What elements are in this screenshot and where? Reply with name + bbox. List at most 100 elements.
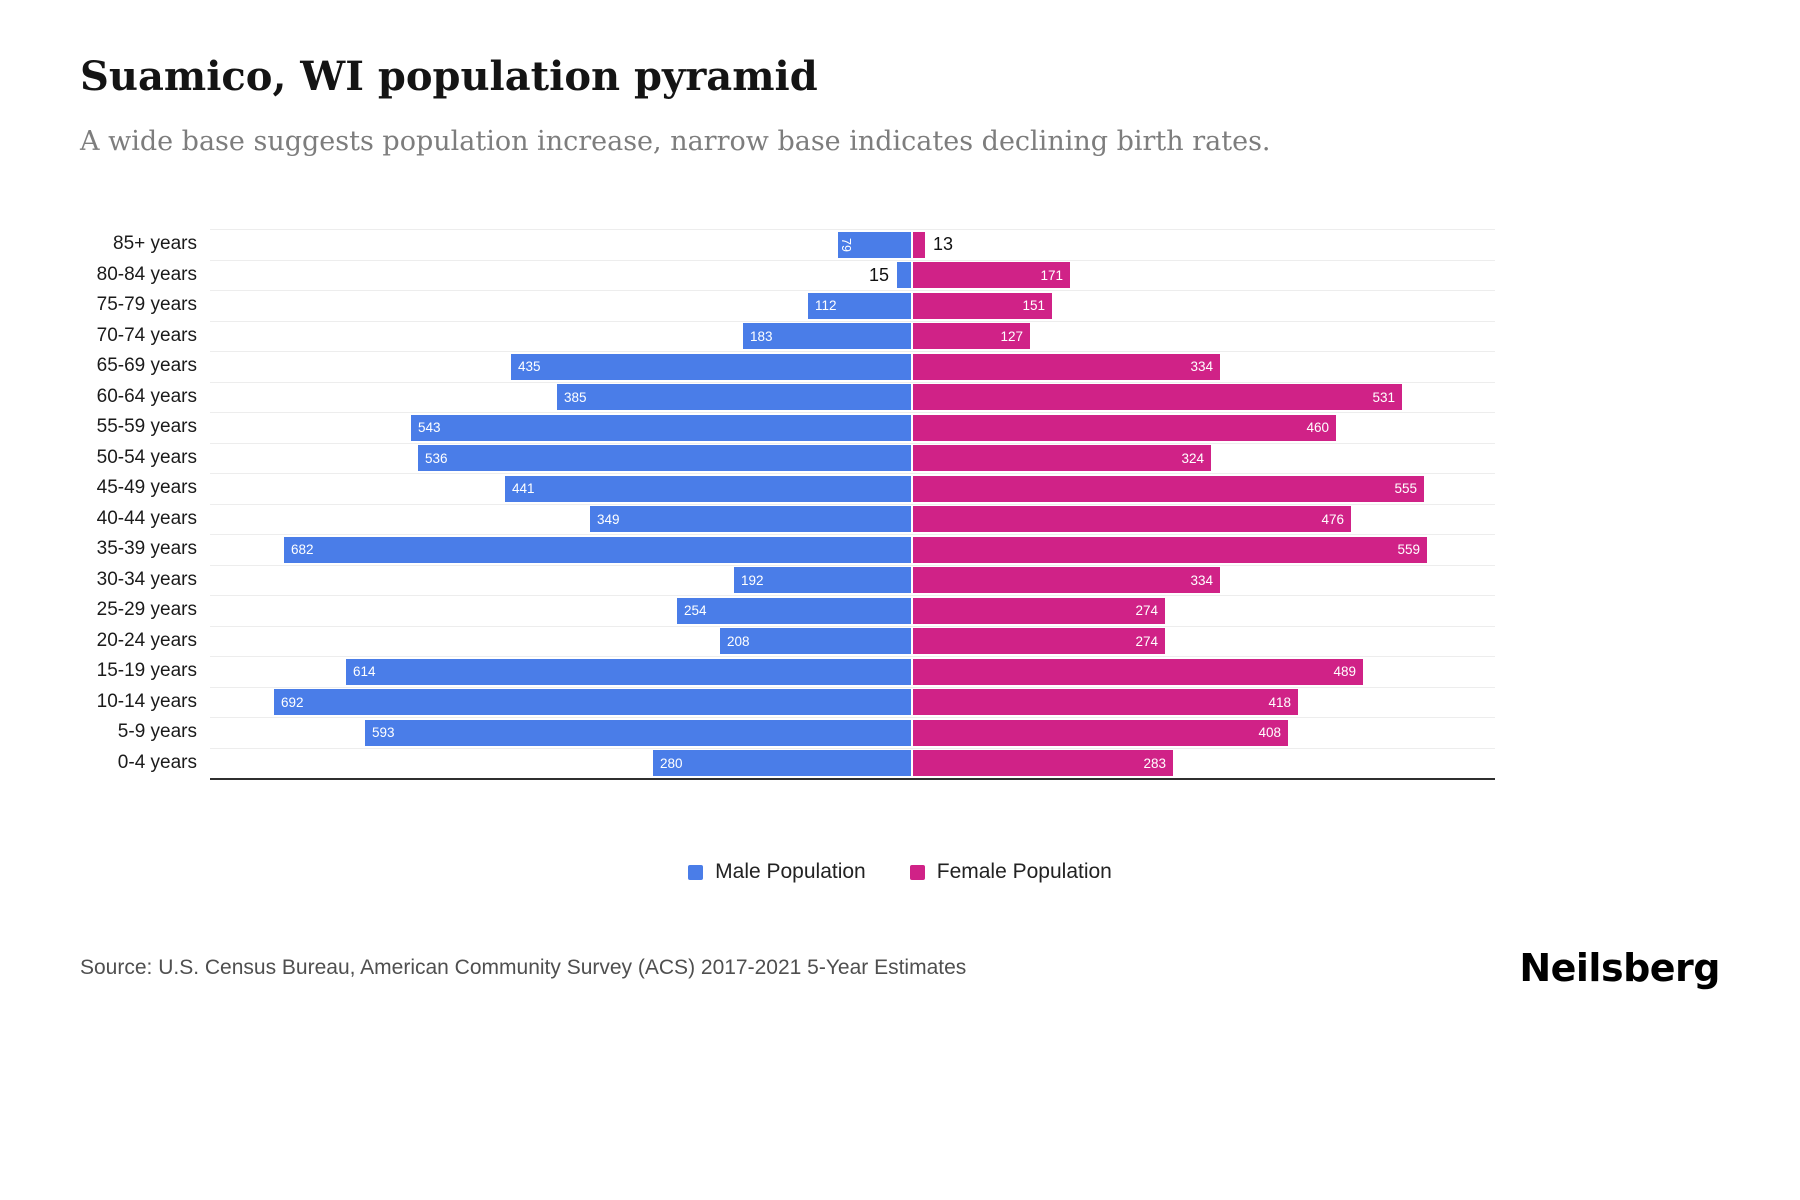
pyramid-row: 80-84 years 15 171 bbox=[80, 259, 1720, 290]
male-side: 254 bbox=[210, 596, 911, 626]
female-bar[interactable]: 460 bbox=[913, 414, 1336, 441]
male-value-label: 254 bbox=[684, 603, 707, 619]
female-value-label: 460 bbox=[1306, 420, 1329, 436]
row-plot: 692 418 bbox=[210, 686, 1495, 718]
female-side: 13 bbox=[913, 230, 1495, 260]
male-bar[interactable]: 441 bbox=[505, 475, 911, 502]
chart-title: Suamico, WI population pyramid bbox=[80, 53, 818, 100]
male-side: 593 bbox=[210, 718, 911, 748]
female-side: 334 bbox=[913, 352, 1495, 382]
row-plot: 441 555 bbox=[210, 473, 1495, 504]
center-axis bbox=[911, 443, 913, 473]
age-group-label: 20-24 years bbox=[96, 629, 197, 651]
female-side: 324 bbox=[913, 444, 1495, 474]
age-group-label: 5-9 years bbox=[117, 721, 197, 743]
male-bar[interactable]: 385 bbox=[557, 384, 911, 411]
male-side: 208 bbox=[210, 627, 911, 657]
footer: Source: U.S. Census Bureau, American Com… bbox=[80, 946, 1720, 990]
female-bar[interactable] bbox=[913, 231, 925, 258]
center-axis bbox=[911, 230, 913, 260]
female-bar[interactable]: 531 bbox=[913, 384, 1402, 411]
female-bar[interactable]: 274 bbox=[913, 597, 1165, 624]
female-bar[interactable]: 555 bbox=[913, 475, 1424, 502]
male-value-label: 112 bbox=[815, 298, 837, 314]
pyramid-row: 50-54 years 536 324 bbox=[80, 442, 1720, 474]
pyramid-row: 35-39 years 682 559 bbox=[80, 534, 1720, 565]
center-axis bbox=[911, 474, 913, 504]
female-bar[interactable]: 334 bbox=[913, 353, 1220, 380]
age-group-label: 15-19 years bbox=[96, 660, 197, 682]
center-axis bbox=[911, 596, 913, 626]
legend-male-label: Male Population bbox=[715, 860, 866, 883]
female-bar[interactable]: 283 bbox=[913, 750, 1173, 777]
female-bar[interactable]: 476 bbox=[913, 506, 1351, 533]
female-bar[interactable]: 171 bbox=[913, 262, 1070, 289]
pyramid-row: 15-19 years 614 489 bbox=[80, 656, 1720, 687]
legend-female-label: Female Population bbox=[936, 860, 1112, 883]
row-plot: 280 283 bbox=[210, 747, 1495, 779]
age-group-label: 25-29 years bbox=[96, 599, 197, 621]
male-side: 280 bbox=[210, 749, 911, 779]
male-bar[interactable]: 614 bbox=[346, 658, 911, 685]
age-group-label: 60-64 years bbox=[96, 385, 197, 407]
male-value-label: 183 bbox=[750, 328, 773, 344]
age-group-label: 75-79 years bbox=[96, 294, 197, 316]
male-value-label: 536 bbox=[425, 450, 448, 466]
male-bar[interactable]: 183 bbox=[743, 323, 911, 350]
male-side: 543 bbox=[210, 413, 911, 443]
female-side: 476 bbox=[913, 505, 1495, 535]
age-group-label: 30-34 years bbox=[96, 568, 197, 590]
male-value-label: 543 bbox=[418, 420, 441, 436]
male-bar[interactable]: 543 bbox=[411, 414, 911, 441]
female-bar[interactable]: 489 bbox=[913, 658, 1363, 685]
male-value-label: 441 bbox=[512, 481, 535, 497]
center-axis bbox=[911, 687, 913, 717]
female-side: 555 bbox=[913, 474, 1495, 504]
male-bar[interactable]: 192 bbox=[734, 567, 911, 594]
female-bar[interactable]: 324 bbox=[913, 445, 1211, 472]
male-value-label: 593 bbox=[372, 725, 395, 741]
male-bar[interactable]: 692 bbox=[274, 689, 911, 716]
male-side: 435 bbox=[210, 352, 911, 382]
legend-item-female[interactable]: Female Population bbox=[909, 860, 1112, 884]
age-group-label: 70-74 years bbox=[96, 324, 197, 346]
female-value-label: 274 bbox=[1135, 603, 1158, 619]
male-bar[interactable]: 254 bbox=[677, 597, 911, 624]
male-bar[interactable]: 280 bbox=[653, 750, 911, 777]
female-side: 283 bbox=[913, 749, 1495, 779]
male-side: 441 bbox=[210, 474, 911, 504]
male-value-label: 682 bbox=[291, 542, 314, 558]
female-side: 418 bbox=[913, 688, 1495, 718]
male-bar[interactable]: 593 bbox=[365, 719, 911, 746]
female-value-label: 476 bbox=[1321, 511, 1344, 527]
male-bar[interactable]: 682 bbox=[284, 536, 911, 563]
row-plot: 79 13 bbox=[210, 229, 1495, 260]
male-value-label: 349 bbox=[597, 511, 620, 527]
row-plot: 536 324 bbox=[210, 442, 1495, 474]
male-side: 536 bbox=[210, 444, 911, 474]
pyramid-row: 20-24 years 208 274 bbox=[80, 625, 1720, 657]
female-bar[interactable]: 151 bbox=[913, 292, 1052, 319]
male-bar[interactable]: 435 bbox=[511, 353, 911, 380]
male-bar[interactable]: 536 bbox=[418, 445, 911, 472]
male-bar[interactable]: 349 bbox=[590, 506, 911, 533]
male-bar[interactable]: 112 bbox=[808, 292, 911, 319]
male-bar[interactable]: 208 bbox=[720, 628, 911, 655]
pyramid-row: 5-9 years 593 408 bbox=[80, 717, 1720, 748]
male-side: 349 bbox=[210, 505, 911, 535]
female-bar[interactable]: 408 bbox=[913, 719, 1288, 746]
center-axis bbox=[911, 535, 913, 565]
female-bar[interactable]: 274 bbox=[913, 628, 1165, 655]
legend: Male Population Female Population bbox=[80, 860, 1720, 884]
female-bar[interactable]: 418 bbox=[913, 689, 1298, 716]
male-side: 682 bbox=[210, 535, 911, 565]
legend-item-male[interactable]: Male Population bbox=[688, 860, 866, 884]
male-bar[interactable]: 79 bbox=[838, 231, 911, 258]
female-value-label: 13 bbox=[933, 234, 954, 255]
center-axis bbox=[911, 291, 913, 321]
female-bar[interactable]: 559 bbox=[913, 536, 1427, 563]
male-bar[interactable] bbox=[897, 262, 911, 289]
row-plot: 15 171 bbox=[210, 259, 1495, 290]
female-bar[interactable]: 127 bbox=[913, 323, 1030, 350]
female-bar[interactable]: 334 bbox=[913, 567, 1220, 594]
